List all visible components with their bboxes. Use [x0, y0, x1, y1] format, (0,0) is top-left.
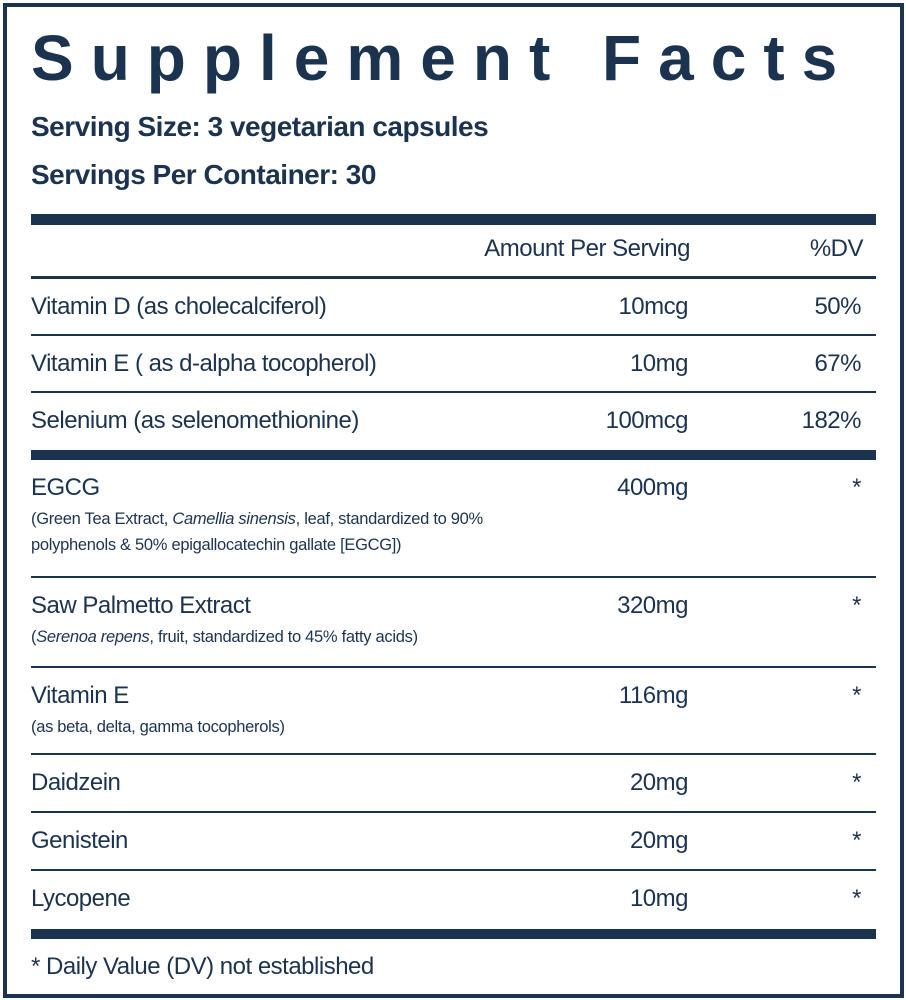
nutrient-row: Vitamin D (as cholecalciferol) 10mcg 50% [31, 279, 876, 336]
nutrient-name: Vitamin E ( as d-alpha tocopherol) [31, 350, 377, 377]
nutrient-row: Vitamin E 116mg * (as beta, delta, gamma to… [31, 668, 876, 755]
daily-value: * [852, 474, 861, 501]
amount: 116mg [618, 682, 689, 709]
description-part: , leaf, standardized to 90% polyphenols … [31, 510, 483, 554]
nutrient-description: (as beta, delta, gamma tocopherols) [31, 714, 571, 740]
thick-rule [31, 929, 876, 939]
header-rule [31, 276, 876, 279]
amount: 20mg [629, 769, 689, 796]
serving-size: Serving Size: 3 vegetarian capsules [31, 111, 489, 142]
nutrient-row: Vitamin E ( as d-alpha tocopherol) 10mg 67… [31, 336, 876, 393]
amount: 10mg [629, 350, 689, 377]
header-dv: %DV [809, 235, 864, 262]
nutrient-name: Vitamin D (as cholecalciferol) [31, 293, 327, 320]
amount: 320mg [617, 592, 688, 619]
nutrient-name: Genistein [31, 827, 128, 854]
nutrient-name: Lycopene [31, 885, 131, 912]
daily-value: 182% [801, 407, 862, 434]
daily-value: * [852, 682, 861, 709]
nutrient-name: Daidzein [31, 769, 121, 796]
description-part: , fruit, standardized to 45% fatty acids… [149, 628, 418, 646]
description-part: ( [31, 628, 37, 646]
thick-rule [31, 450, 876, 460]
daily-value: 67% [814, 350, 861, 377]
amount: 400mg [617, 474, 688, 501]
nutrient-name: Vitamin E [31, 682, 129, 709]
amount: 10mg [629, 885, 689, 912]
servings-per-container: Servings Per Container: 30 [31, 159, 376, 190]
header-amount: Amount Per Serving [484, 235, 690, 262]
nutrient-row: Saw Palmetto Extract 320mg * (Serenoa repen… [31, 578, 876, 668]
nutrient-row: Daidzein 20mg * [31, 755, 876, 813]
daily-value: * [852, 769, 861, 796]
description-part: Camellia sinensis [172, 510, 296, 528]
supplement-label: Supplement Facts Serving Size: 3 vegetar… [3, 3, 904, 998]
daily-value: * [852, 827, 861, 854]
nutrient-description: (Serenoa repens, fruit, standardized to … [31, 624, 571, 650]
title: Supplement Facts [31, 22, 855, 94]
daily-value: 50% [814, 293, 861, 320]
nutrient-name: EGCG [31, 474, 100, 501]
amount: 10mcg [618, 293, 688, 320]
description-part: Serenoa repens [36, 628, 150, 646]
daily-value: * [852, 885, 861, 912]
thick-rule [31, 214, 876, 225]
amount: 20mg [629, 827, 689, 854]
nutrient-row: Selenium (as selenomethionine) 100mcg 182% [31, 393, 876, 450]
nutrient-name: Saw Palmetto Extract [31, 592, 251, 619]
daily-value: * [852, 592, 861, 619]
nutrient-row: Genistein 20mg * [31, 813, 876, 871]
footnote: * Daily Value (DV) not established [31, 953, 374, 980]
nutrient-description: (Green Tea Extract, Camellia sinensis, l… [31, 506, 571, 558]
nutrient-name: Selenium (as selenomethionine) [31, 407, 359, 434]
description-part: (Green Tea Extract, [31, 510, 173, 528]
description-part: (as beta, delta, gamma tocopherols) [31, 718, 285, 736]
nutrient-row: EGCG 400mg * (Green Tea Extract, Camellia s… [31, 460, 876, 578]
amount: 100mcg [605, 407, 689, 434]
nutrient-row: Lycopene 10mg * [31, 871, 876, 929]
